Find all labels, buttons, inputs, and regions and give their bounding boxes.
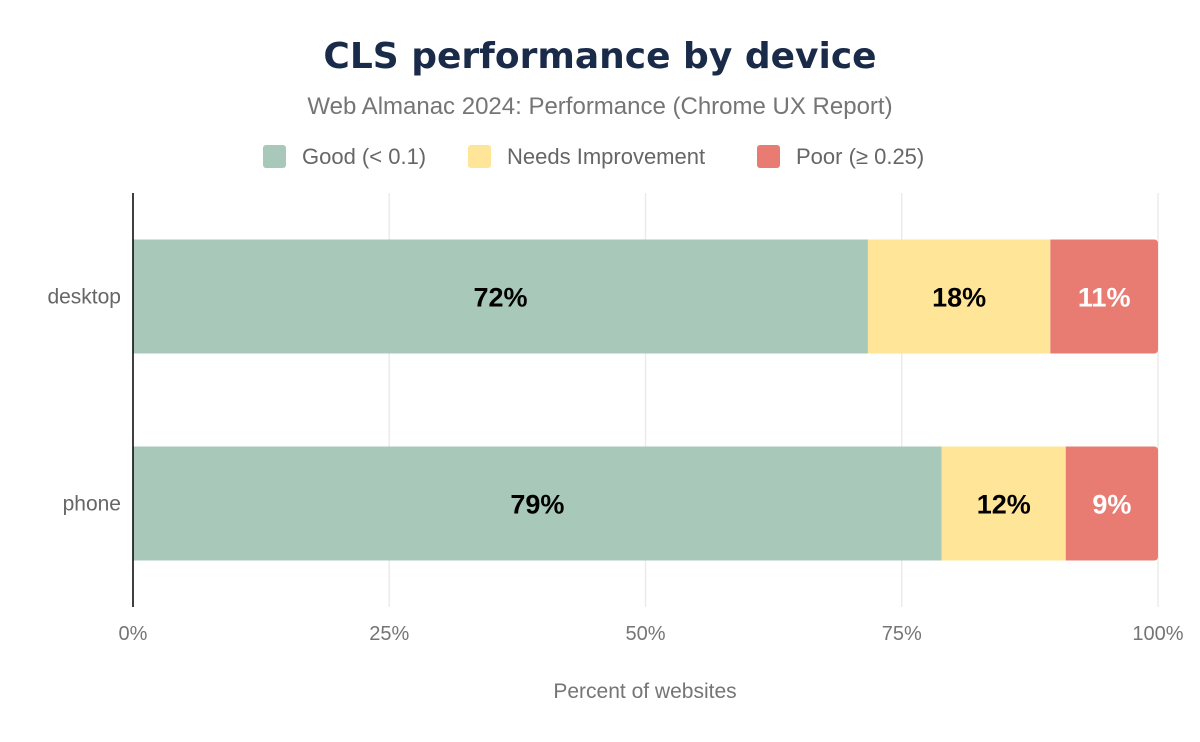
x-tick-label: 0% (119, 623, 148, 645)
legend-swatch (757, 145, 780, 168)
legend-swatch (468, 145, 491, 168)
bar-segment (1050, 239, 1158, 354)
x-tick-label: 50% (625, 623, 665, 645)
x-tick-labels: 0% 25% 50% 75% 100% (119, 623, 1184, 645)
data-label: 11% (1078, 283, 1131, 313)
legend: Good (< 0.1) Needs Improvement Poor (≥ 0.2… (263, 144, 924, 169)
data-label: 12% (977, 490, 1031, 520)
data-label: 9% (1092, 490, 1131, 520)
category-label: desktop (47, 286, 121, 309)
legend-swatch (263, 145, 286, 168)
x-tick-label: 75% (882, 623, 922, 645)
bar-segment (941, 446, 1066, 561)
category-labels: desktop phone (47, 286, 121, 516)
bar-segment (867, 239, 1051, 354)
data-label: 79% (510, 490, 564, 520)
legend-label: Needs Improvement (507, 144, 705, 169)
bar-segment (133, 239, 868, 354)
x-tick-label: 100% (1132, 623, 1183, 645)
x-axis-title: Percent of websites (553, 680, 736, 703)
data-label: 18% (932, 283, 986, 313)
category-label: phone (63, 493, 121, 516)
legend-label: Good (< 0.1) (302, 144, 426, 169)
bar-segment (133, 446, 942, 561)
data-label: 72% (473, 283, 527, 313)
chart-title: CLS performance by device (323, 36, 876, 77)
chart-subtitle: Web Almanac 2024: Performance (Chrome UX… (307, 93, 892, 120)
bar-segment (1065, 446, 1158, 561)
x-tick-label: 25% (369, 623, 409, 645)
legend-label: Poor (≥ 0.25) (796, 144, 924, 169)
bars: 72% 18% 11% 79% 12% 9% (133, 239, 1158, 561)
